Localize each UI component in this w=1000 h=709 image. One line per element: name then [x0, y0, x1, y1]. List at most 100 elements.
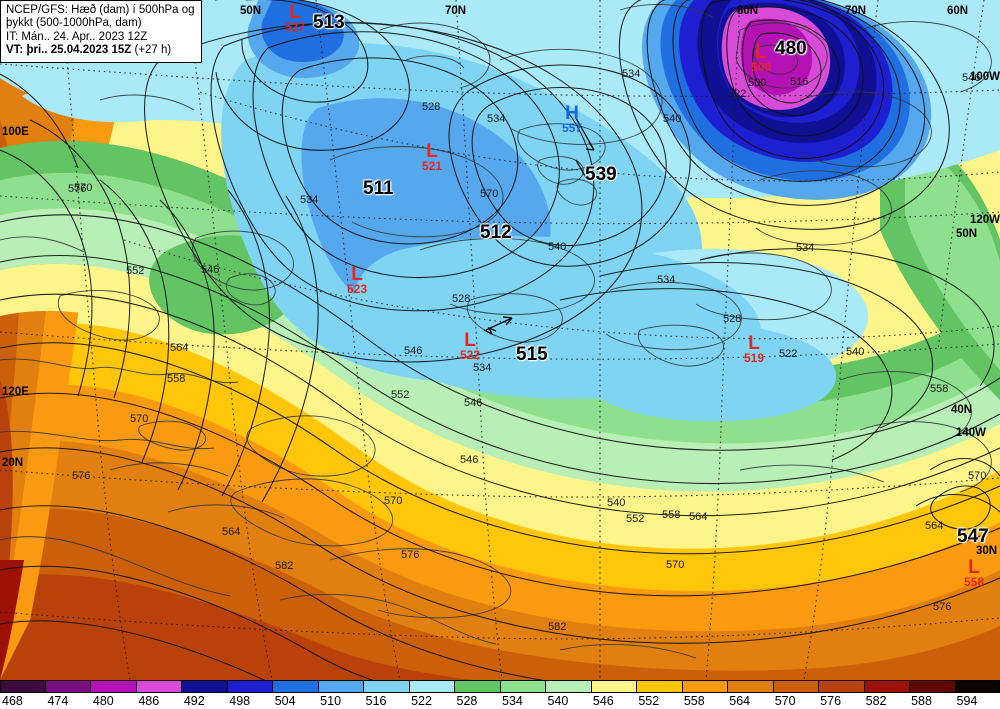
contour-label: 576: [933, 601, 952, 613]
colorbar-tick: 558: [683, 694, 705, 708]
contour-label: 534: [473, 362, 492, 374]
colorbar-tick: 582: [865, 694, 887, 708]
graticule-label: 100E: [2, 126, 29, 138]
contour-label: 540: [846, 346, 865, 358]
graticule-label: 50N: [240, 5, 262, 17]
height-label: 515: [516, 344, 548, 365]
colorbar-swatch[interactable]: [500, 680, 546, 693]
contour-label: 564: [222, 526, 241, 538]
colorbar-swatches[interactable]: [0, 680, 1000, 693]
contour-label: 564: [925, 520, 944, 532]
high-center-value: 557: [562, 121, 583, 135]
colorbar-tick: 474: [47, 694, 69, 708]
map-svg: [0, 0, 1000, 680]
contour-label: 576: [68, 183, 87, 195]
colorbar-swatch[interactable]: [273, 680, 319, 693]
colorbar-swatch[interactable]: [773, 680, 819, 693]
low-center-value: 558: [964, 575, 985, 589]
colorbar-swatch[interactable]: [864, 680, 910, 693]
contour-label: 558: [930, 383, 949, 395]
colorbar-swatch[interactable]: [136, 680, 182, 693]
height-label: 480: [775, 38, 807, 59]
info-line-field: þykkt (500-1000hPa, dam): [6, 17, 142, 30]
contour-label: 540: [607, 497, 626, 509]
low-center-marker: L 519: [744, 333, 765, 365]
colorbar-swatch[interactable]: [591, 680, 637, 693]
high-center-marker: H 557: [562, 103, 583, 135]
contour-label: 570: [384, 495, 403, 507]
colorbar-swatch[interactable]: [682, 680, 728, 693]
colorbar-swatch[interactable]: [455, 680, 501, 693]
colorbar-swatch[interactable]: [45, 680, 91, 693]
graticule-label: 30N: [976, 545, 998, 557]
contour-label: 540: [663, 113, 682, 125]
graticule-label: 70N: [445, 5, 467, 17]
map-canvas[interactable]: 534 528 534 540 534 540 534 534 528 546 534 528 522 5…: [0, 0, 1000, 680]
low-center-value: 522: [460, 348, 481, 362]
contour-label: 564: [170, 342, 189, 354]
colorbar-swatch[interactable]: [819, 680, 865, 693]
contour-label: 576: [72, 470, 91, 482]
low-center-marker: L 523: [347, 264, 368, 296]
thickness-shading: [0, 0, 1000, 680]
contour-label: 558: [167, 373, 186, 385]
contour-label: 558: [662, 509, 681, 521]
graticule-label: 20N: [2, 457, 24, 469]
contour-label: 528: [723, 313, 742, 325]
coastlines: [0, 4, 992, 659]
contour-label: 570: [130, 413, 149, 425]
colorbar-tick: 486: [138, 694, 160, 708]
model-info-box: NCEP/GFS: Hæð (dam) í 500hPa og þykkt (5…: [0, 0, 202, 63]
contour-label: 546: [201, 264, 220, 276]
colorbar-tick-labels: 468 474 480 486 492 498 504 510 516 522 528 534 540 5…: [0, 693, 1000, 709]
contour-label: 522: [779, 348, 798, 360]
colorbar-swatch[interactable]: [318, 680, 364, 693]
height-label: 547: [957, 526, 989, 547]
contour-label: 522: [728, 88, 747, 100]
colorbar-tick: 480: [92, 694, 114, 708]
height-label: 513: [313, 12, 345, 33]
contour-label: 546: [962, 72, 981, 84]
contour-label: 546: [404, 345, 423, 357]
colorbar-swatch[interactable]: [227, 680, 273, 693]
colorbar-swatch[interactable]: [364, 680, 410, 693]
colorbar-tick: 528: [456, 694, 478, 708]
contour-label: 534: [622, 68, 641, 80]
colorbar-swatch[interactable]: [637, 680, 683, 693]
colorbar-tick: 594: [956, 694, 978, 708]
contour-label: 534: [487, 113, 506, 125]
info-line-valid-time: VT: þri.. 25.04.2023 15Z (+27 h): [6, 44, 195, 57]
contour-label: 534: [300, 194, 319, 206]
contour-label: 582: [548, 621, 567, 633]
high-arrow-annotation: [575, 117, 595, 179]
colorbar-swatch[interactable]: [182, 680, 228, 693]
colorbar-swatch[interactable]: [546, 680, 592, 693]
low-center-value: 500: [751, 60, 772, 74]
graticule: [0, 0, 1000, 680]
low-center-value: 519: [744, 351, 765, 365]
contour-label: 500: [748, 77, 767, 89]
colorbar-swatch[interactable]: [955, 680, 1000, 693]
graticule-label: 40N: [951, 404, 973, 416]
low-center-marker: L 558: [964, 557, 985, 589]
contour-label: 570: [968, 470, 987, 482]
contour-label: 576: [401, 549, 420, 561]
colorbar-swatch[interactable]: [0, 680, 46, 693]
colorbar-swatch[interactable]: [91, 680, 137, 693]
graticule-label: 120W: [970, 214, 1000, 226]
contour-label: 552: [391, 389, 410, 401]
low-center-marker: L 521: [422, 141, 443, 173]
colorbar-legend: 468 474 480 486 492 498 504 510 516 522 528 534 540 5…: [0, 680, 1000, 709]
contour-label: 540: [548, 241, 567, 253]
contour-label: 570: [666, 559, 685, 571]
colorbar-swatch[interactable]: [728, 680, 774, 693]
colorbar-swatch[interactable]: [409, 680, 455, 693]
graticule-label: 70N: [845, 5, 867, 17]
low-center-marker: L 522: [460, 330, 481, 362]
height-label: 539: [585, 164, 617, 185]
contour-label: 564: [689, 511, 708, 523]
colorbar-tick: 576: [820, 694, 842, 708]
low-center-value: 521: [422, 159, 443, 173]
colorbar-swatch[interactable]: [910, 680, 956, 693]
colorbar-tick: 570: [774, 694, 796, 708]
